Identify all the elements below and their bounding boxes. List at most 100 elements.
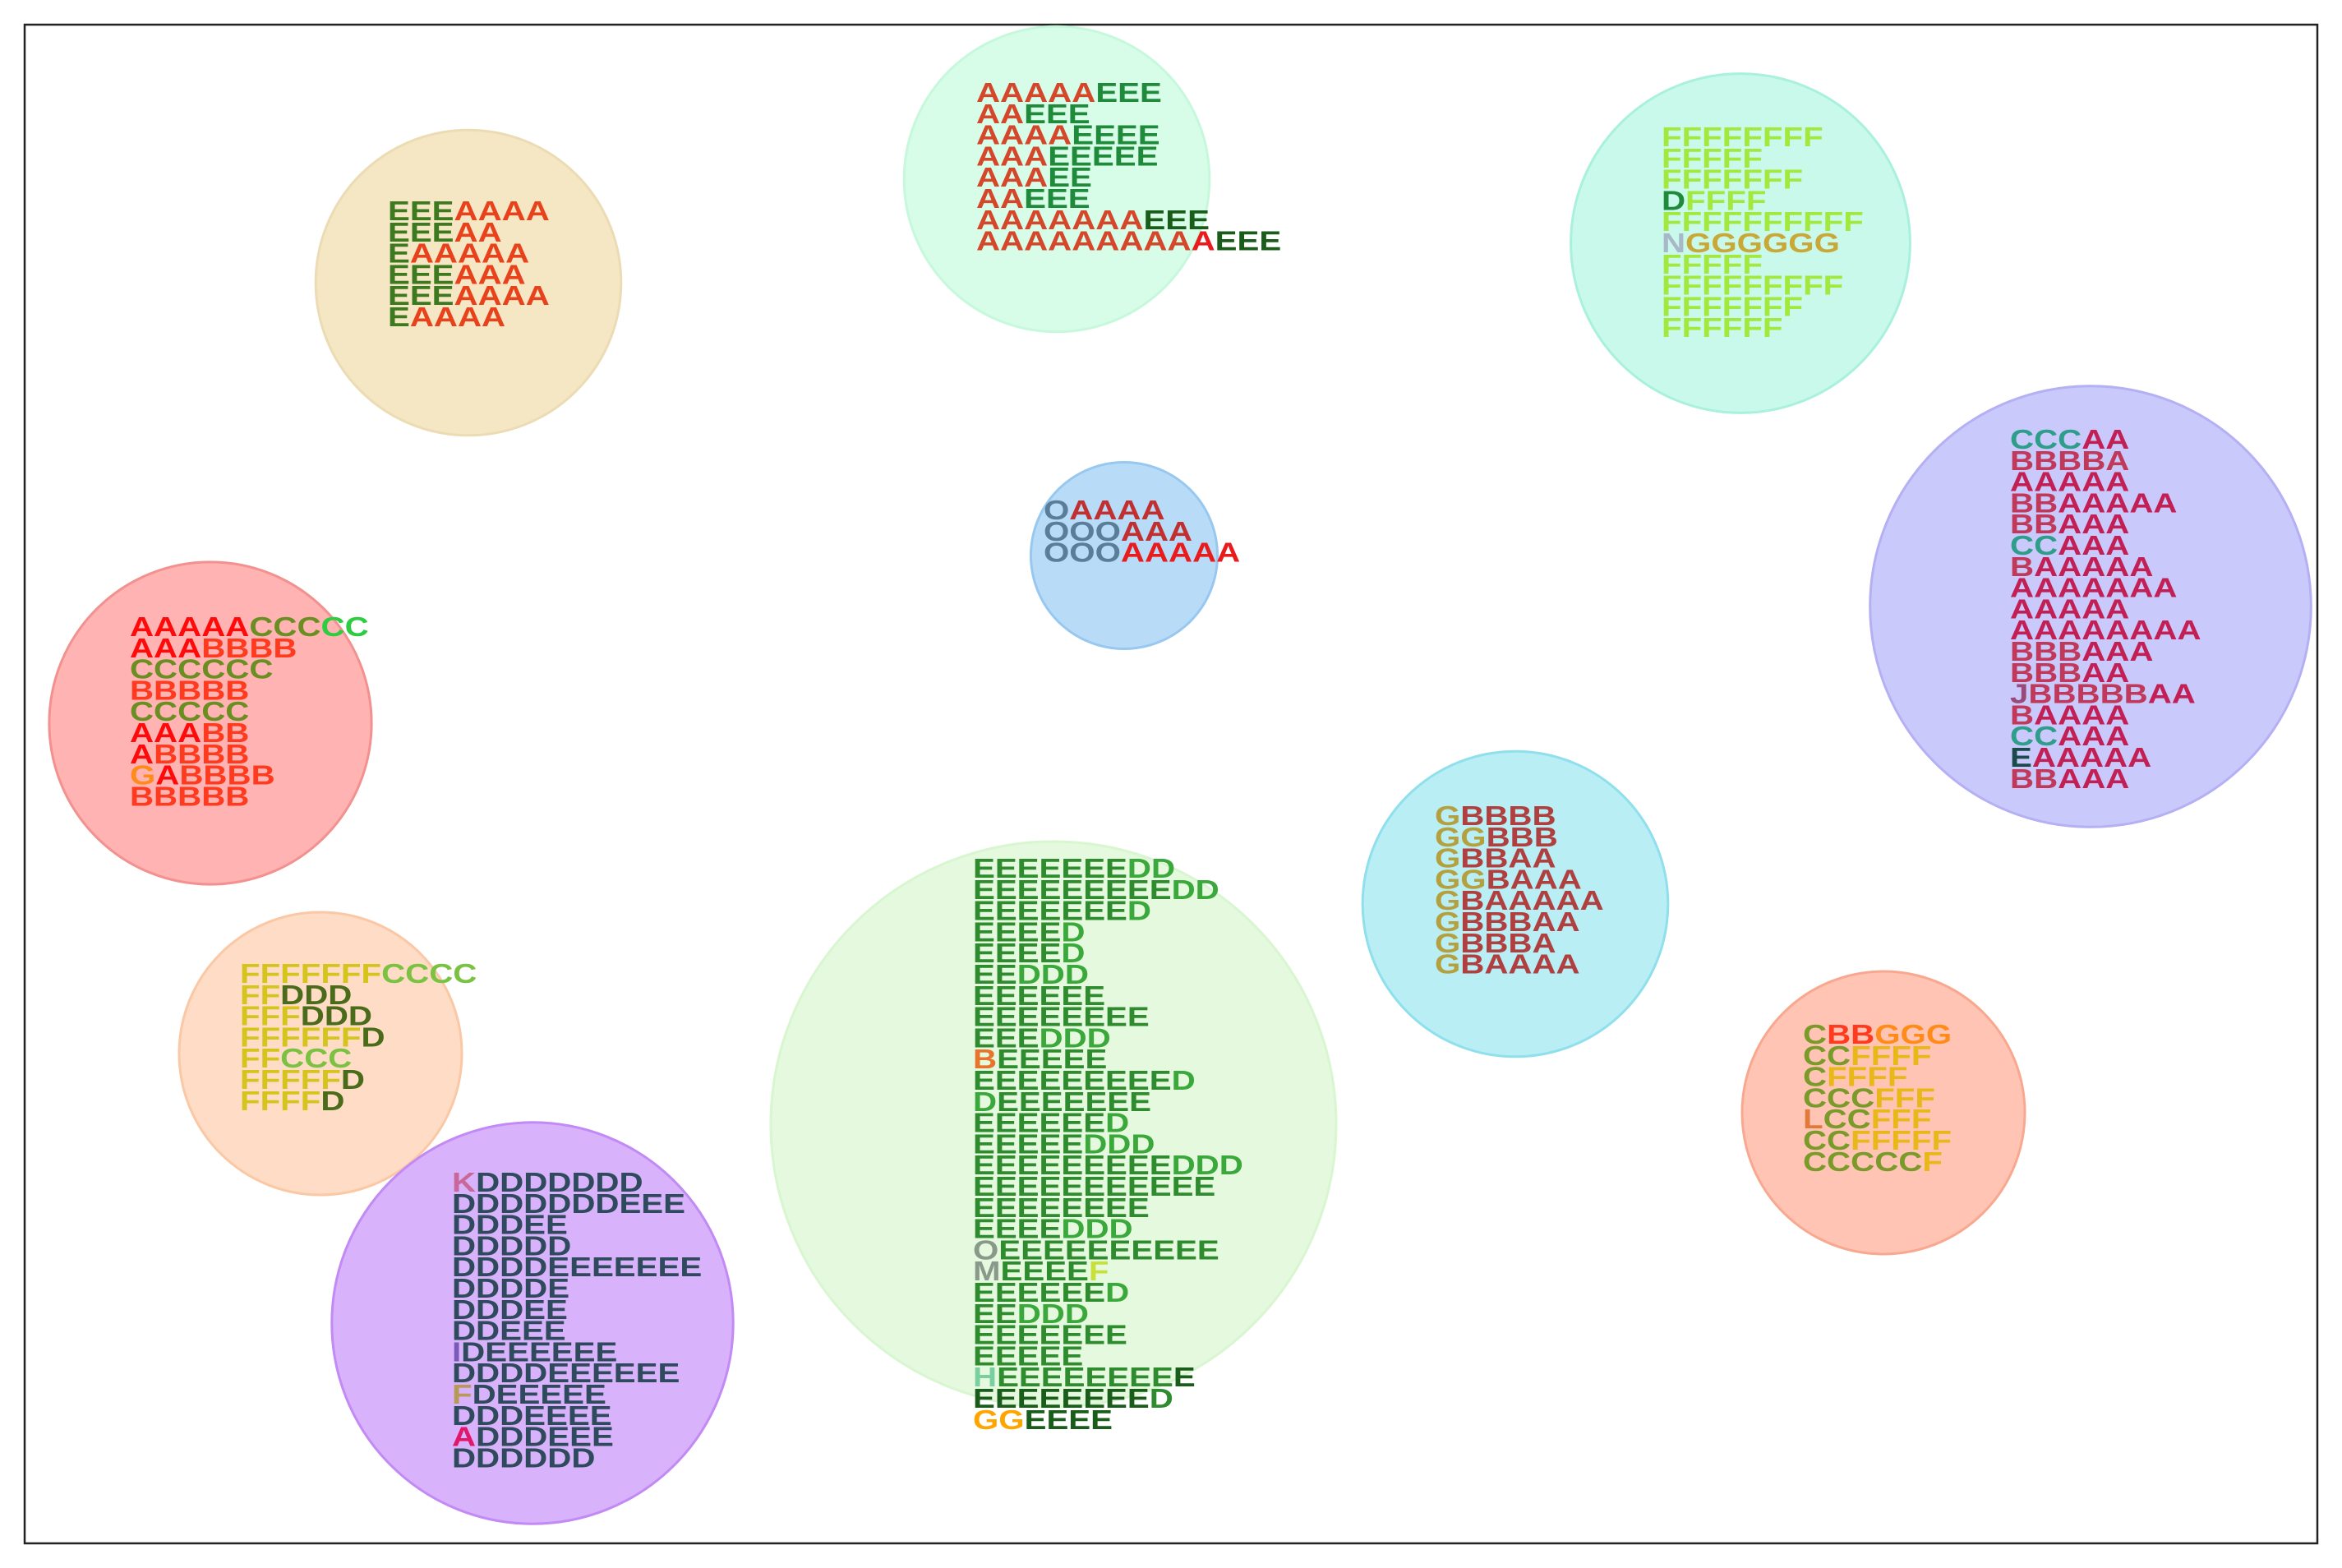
sequence-segment: D — [1172, 1065, 1196, 1095]
sequence-label: EEEAAAA — [388, 196, 550, 226]
sequence-segment: GGGGGG — [1685, 228, 1840, 258]
sequence-segment: EE — [973, 959, 1017, 989]
sequence-segment: BB — [2010, 763, 2058, 794]
sequence-label: AAAAA — [2010, 594, 2129, 625]
sequence-segment: AAAA — [454, 281, 550, 311]
sequence-segment: E — [2010, 742, 2032, 772]
sequence-label: JBBBBBAA — [2010, 679, 2196, 709]
cluster-9-bubble — [769, 840, 1338, 1409]
sequence-label: EEEEEEEDD — [973, 853, 1175, 883]
sequence-label: EEEEEED — [973, 1108, 1129, 1138]
sequence-segment: DDDEE — [452, 1210, 568, 1240]
sequence-label: FFFFD — [240, 1086, 344, 1116]
sequence-segment: DEEEEE — [473, 1379, 606, 1409]
sequence-label: EEDDD — [973, 959, 1089, 989]
sequence-segment: EEE — [1143, 205, 1210, 235]
sequence-label: FFDDD — [240, 980, 352, 1010]
sequence-segment: G — [1435, 886, 1460, 916]
sequence-label: BAAAAA — [2010, 551, 2153, 582]
sequence-segment: DDDEEEE — [452, 1400, 612, 1431]
sequence-segment: I — [452, 1337, 461, 1367]
cluster-4-bubble — [1030, 461, 1219, 650]
cluster-2-bubble — [902, 25, 1211, 334]
sequence-segment: GG — [1435, 822, 1487, 852]
sequence-label: GBBBB — [1435, 800, 1556, 831]
sequence-label: EEDDD — [973, 1298, 1089, 1329]
sequence-segment: EEEEEEE — [973, 1320, 1127, 1350]
sequence-segment: AAAA — [976, 120, 1072, 150]
sequence-segment: EEEEEEEEEE — [998, 1235, 1219, 1266]
sequence-label: AAAAEEEE — [976, 120, 1160, 150]
sequence-segment: DDD — [1017, 1298, 1089, 1329]
sequence-segment: AA — [2082, 657, 2129, 688]
sequence-segment: EE — [973, 1298, 1017, 1329]
cluster-9-labels: EEEEEEEDDEEEEEEEEEDDEEEEEEEDEEEEDEEEEDEE… — [973, 853, 1243, 1435]
sequence-segment: DDEEE — [452, 1316, 566, 1346]
sequence-segment: G — [1435, 800, 1460, 831]
sequence-segment: EEE — [388, 281, 454, 311]
sequence-label: OOOAAAAA — [1044, 537, 1240, 568]
sequence-segment: G — [130, 760, 155, 791]
sequence-segment: EEE — [388, 217, 454, 247]
sequence-segment: FFFFFF — [240, 1022, 362, 1053]
sequence-segment: EEEEEEEEEEE — [973, 1171, 1215, 1201]
cluster-11-bubble — [1740, 970, 2026, 1256]
sequence-label: GGEEEE — [973, 1404, 1113, 1435]
sequence-segment: EEEE — [1025, 1404, 1113, 1435]
sequence-label: FFFFFFFFFF — [1662, 207, 1864, 238]
sequence-segment: A — [130, 739, 154, 769]
sequence-label: EEEEEE — [973, 980, 1105, 1011]
sequence-label: EEEEEEEEED — [973, 1065, 1196, 1095]
sequence-segment: AAA — [2058, 722, 2129, 752]
sequence-segment: AAAAA — [2034, 551, 2153, 582]
sequence-segment: EEEEEEEEE — [973, 874, 1172, 905]
sequence-segment: AAAAAAA — [976, 205, 1143, 235]
sequence-label: AAAEEEEE — [976, 141, 1158, 172]
sequence-segment: D — [362, 1022, 385, 1053]
sequence-label: AAAAAAAA — [2010, 616, 2201, 646]
sequence-segment: DDDDEEEEEEE — [452, 1252, 702, 1283]
sequence-segment: EEEEEEEE — [997, 1363, 1173, 1393]
sequence-label: AAABBBB — [130, 633, 297, 663]
sequence-segment: AAAAAAA — [2010, 573, 2177, 603]
sequence-segment: FFFFF — [1851, 1125, 1952, 1155]
sequence-segment: DDD — [1061, 1214, 1132, 1244]
sequence-segment: AAA — [1121, 516, 1192, 546]
cluster-5-labels: CCCAABBBBAAAAAABBAAAAABBAAACCAAABAAAAAAA… — [2010, 424, 2201, 794]
sequence-label: OEEEEEEEEEE — [973, 1235, 1219, 1266]
sequence-segment: EEEEEEEE — [973, 1383, 1150, 1414]
sequence-segment: FFF — [1871, 1105, 1932, 1135]
sequence-segment: AAA — [976, 141, 1048, 172]
sequence-segment: M — [973, 1257, 1001, 1287]
sequence-label: FFFFFFF — [1662, 164, 1803, 195]
sequence-label: CCCCC — [130, 697, 249, 727]
sequence-label: EEEEDDD — [973, 1214, 1133, 1244]
sequence-segment: FFFF — [1827, 1062, 1907, 1092]
sequence-segment: FFFFFF — [1662, 313, 1783, 344]
sequence-label: EEEEEEEEEDDD — [973, 1151, 1243, 1181]
sequence-segment: GG — [973, 1404, 1025, 1435]
sequence-label: DEEEEEEE — [973, 1086, 1151, 1117]
sequence-segment: BBB — [2010, 657, 2082, 688]
sequence-segment: FF — [240, 980, 280, 1010]
sequence-segment: DDEEE — [571, 1188, 685, 1219]
sequence-segment: GG — [1435, 865, 1487, 895]
sequence-label: NGGGGGG — [1662, 228, 1840, 258]
sequence-segment: AAAAAAAA — [2010, 616, 2201, 646]
sequence-segment: B — [2010, 551, 2034, 582]
sequence-segment: FFFFFFFF — [1662, 122, 1823, 152]
sequence-segment: DDDDD — [452, 1188, 571, 1219]
sequence-label: EEEAAAA — [388, 281, 550, 311]
cluster-8-bubble — [177, 911, 463, 1197]
sequence-segment: CCC — [280, 1044, 352, 1074]
sequence-label: FFFFFFFCCCC — [240, 958, 477, 989]
sequence-segment: DDDDEEEEEE — [452, 1358, 680, 1389]
sequence-segment: AAAAA — [2010, 594, 2129, 625]
sequence-segment: AA — [454, 217, 502, 247]
sequence-label: FFFFF — [1662, 249, 1763, 279]
sequence-segment: DDDEEE — [476, 1422, 614, 1452]
sequence-label: EEEEEEEED — [973, 1383, 1173, 1414]
sequence-segment: AAA — [2058, 530, 2129, 560]
sequence-segment: EEEE — [973, 938, 1061, 969]
